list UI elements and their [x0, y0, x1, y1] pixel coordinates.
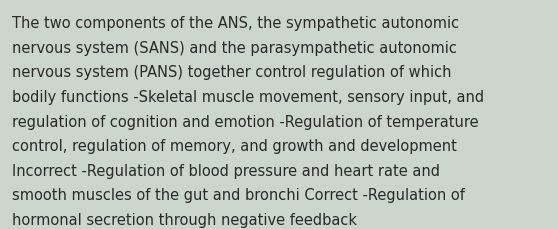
Text: The two components of the ANS, the sympathetic autonomic: The two components of the ANS, the sympa… [12, 16, 459, 31]
Text: Incorrect -Regulation of blood pressure and heart rate and: Incorrect -Regulation of blood pressure … [12, 163, 440, 178]
Text: nervous system (PANS) together control regulation of which: nervous system (PANS) together control r… [12, 65, 452, 80]
Text: hormonal secretion through negative feedback: hormonal secretion through negative feed… [12, 212, 357, 227]
Text: nervous system (SANS) and the parasympathetic autonomic: nervous system (SANS) and the parasympat… [12, 41, 457, 55]
Text: bodily functions -Skeletal muscle movement, sensory input, and: bodily functions -Skeletal muscle moveme… [12, 90, 484, 104]
Text: smooth muscles of the gut and bronchi Correct -Regulation of: smooth muscles of the gut and bronchi Co… [12, 188, 465, 202]
Text: control, regulation of memory, and growth and development: control, regulation of memory, and growt… [12, 139, 457, 153]
Text: regulation of cognition and emotion -Regulation of temperature: regulation of cognition and emotion -Reg… [12, 114, 479, 129]
